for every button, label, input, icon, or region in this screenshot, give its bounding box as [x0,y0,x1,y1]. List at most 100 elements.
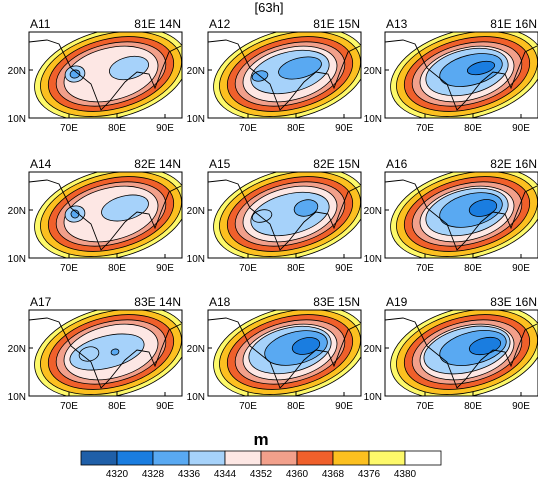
panel-id: A13 [386,17,408,31]
x-tick-label: 70E [416,123,434,134]
colorbar-label: 4352 [250,469,273,479]
x-tick-label: 70E [416,263,434,274]
colorbar-label: 4368 [322,469,345,479]
x-tick-label: 80E [464,123,482,134]
x-tick-label: 90E [512,123,530,134]
panel-location: 81E 14N [134,17,181,31]
x-tick-label: 90E [335,123,353,134]
map-panel: A13 81E 16N 70E 80E 90E 20N 10N [364,17,538,134]
coastline [385,179,538,251]
map-panel: A12 81E 15N 70E 80E 90E 20N 10N [187,17,362,134]
map-panel: A15 82E 15N 70E 80E 90E 20N 10N [187,157,362,274]
coastline [208,179,361,251]
panel-id: A18 [209,295,231,309]
x-tick-label: 90E [156,123,174,134]
map-frame [384,31,538,119]
x-tick-label: 70E [60,263,78,274]
x-tick-label: 90E [512,401,530,412]
figure-title: [63h] [255,0,284,15]
colorbar-swatch [296,450,334,466]
panel-location: 83E 15N [313,295,360,309]
contour-low [110,348,120,356]
contour-low [251,209,273,223]
colorbar-label: 4336 [178,469,201,479]
panel-id: A17 [30,295,52,309]
panel-location: 81E 15N [313,17,360,31]
map-frame [384,309,538,397]
x-tick-label: 70E [239,401,257,412]
colorbar-swatch [80,450,118,466]
x-tick-label: 70E [60,123,78,134]
coastline [208,317,361,389]
y-tick-label: 20N [187,344,205,355]
x-tick-label: 80E [108,123,126,134]
y-tick-label: 10N [364,114,382,125]
colorbar-swatch [260,450,298,466]
panel-grid: A11 81E 14N 70E 80E 90E 20N 10N A12 81E 15N 70E 80… [8,17,538,412]
coastline [29,39,182,111]
y-tick-label: 10N [187,254,205,265]
panel-id: A16 [386,157,408,171]
colorbar-title: m [253,430,268,449]
map-panel: A19 83E 16N 70E 80E 90E 20N 10N [364,295,538,412]
map-panel: A14 82E 14N 70E 80E 90E 20N 10N [8,157,183,274]
x-tick-label: 90E [335,401,353,412]
y-tick-label: 10N [364,392,382,403]
panel-id: A14 [30,157,52,171]
y-tick-label: 10N [187,392,205,403]
map-panel: A16 82E 16N 70E 80E 90E 20N 10N [364,157,538,274]
colorbar: m 4320 4328 4336 4344 4352 4360 4368 4376 4380 [80,430,442,479]
x-tick-label: 90E [156,401,174,412]
map-frame [207,171,362,259]
map-frame [207,309,362,397]
y-tick-label: 10N [8,392,26,403]
colorbar-swatch [332,450,370,466]
panel-location: 82E 15N [313,157,360,171]
x-tick-label: 90E [512,263,530,274]
y-tick-label: 10N [187,114,205,125]
x-tick-label: 80E [108,401,126,412]
map-panel: A17 83E 14N 70E 80E 90E 20N 10N [8,295,183,412]
colorbar-label: 4328 [142,469,165,479]
colorbar-swatch [152,450,190,466]
coastline [385,39,538,111]
y-tick-label: 20N [187,66,205,77]
panel-location: 83E 14N [134,295,181,309]
x-tick-label: 90E [335,263,353,274]
y-tick-label: 10N [8,254,26,265]
x-tick-label: 70E [60,401,78,412]
x-tick-label: 80E [464,401,482,412]
map-frame [28,171,183,259]
panel-id: A11 [30,17,51,31]
contour-low [291,337,321,355]
y-tick-label: 20N [8,344,26,355]
map-frame [207,31,362,119]
x-tick-label: 70E [416,401,434,412]
y-tick-label: 20N [8,206,26,217]
colorbar-label: 4360 [286,469,309,479]
colorbar-swatch [224,450,262,466]
x-tick-label: 70E [239,263,257,274]
panel-id: A19 [386,295,408,309]
map-panel: A18 83E 15N 70E 80E 90E 20N 10N [187,295,362,412]
y-tick-label: 20N [187,206,205,217]
colorbar-label: 4344 [214,469,237,479]
map-frame [28,31,183,119]
coastline [29,179,182,251]
panel-location: 83E 16N [490,295,537,309]
contour-low [468,199,498,217]
coastline [29,317,182,389]
panel-id: A15 [209,157,231,171]
x-tick-label: 80E [464,263,482,274]
panel-id: A12 [209,17,231,31]
contour-low [293,199,319,217]
colorbar-swatch [404,450,442,466]
colorbar-label: 4380 [394,469,417,479]
panel-location: 81E 16N [490,17,537,31]
map-panel: A11 81E 14N 70E 80E 90E 20N 10N [8,17,183,134]
colorbar-swatch [188,450,226,466]
map-frame [28,309,183,397]
contour-low [278,56,322,80]
x-tick-label: 90E [156,263,174,274]
